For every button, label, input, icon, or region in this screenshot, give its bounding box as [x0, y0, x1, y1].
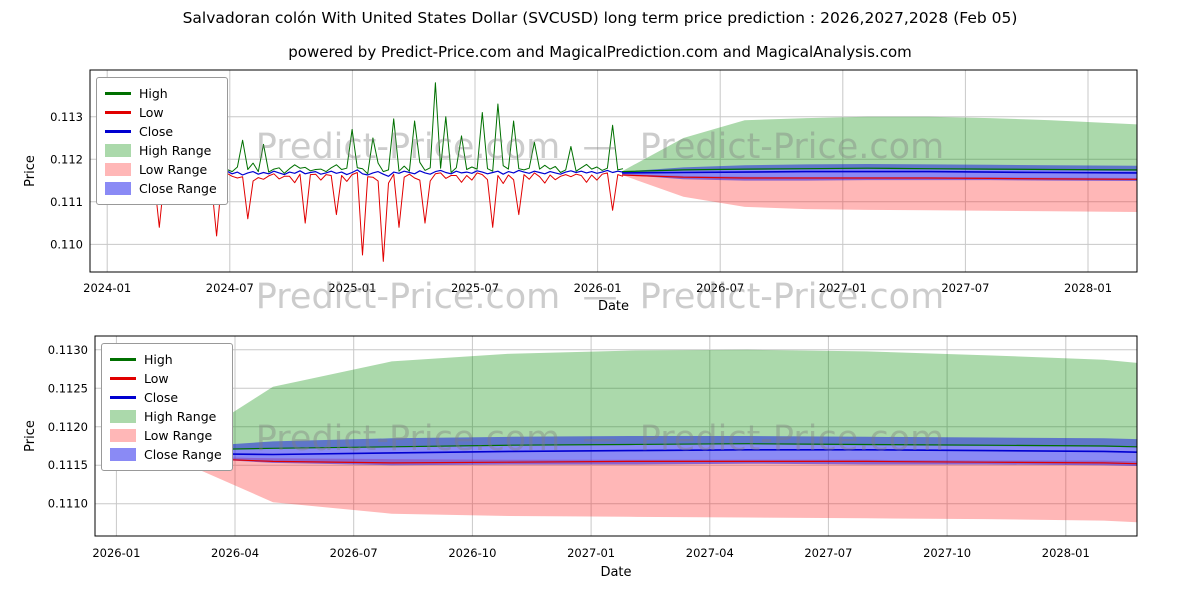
x-tick-label: 2026-10 [448, 546, 496, 560]
legend-patch-swatch [105, 163, 131, 176]
legend-patch-swatch [110, 448, 136, 461]
legend-line-swatch [110, 358, 136, 361]
legend-label: Low [144, 371, 169, 386]
x-tick-label: 2027-01 [567, 546, 615, 560]
y-tick-label: 0.1120 [48, 420, 88, 434]
legend-item-close: Close [110, 388, 222, 407]
legend-line-swatch [105, 130, 131, 133]
y-tick-label: 0.1115 [48, 458, 88, 472]
legend-label: Close [144, 390, 179, 405]
x-tick-label: 2024-01 [83, 281, 131, 295]
legend-label: High Range [139, 143, 212, 158]
legend-label: High [139, 86, 168, 101]
legend-item-low-range: Low Range [105, 160, 217, 179]
y-tick-label: 0.1125 [48, 381, 88, 395]
y-axis-title: Price [23, 155, 38, 187]
band-high-range [154, 349, 1138, 453]
x-tick-label: 2027-10 [923, 546, 971, 560]
legend-label: Close Range [139, 181, 217, 196]
x-tick-label: 2027-04 [686, 546, 734, 560]
legend-label: Close [139, 124, 174, 139]
band-low-range [622, 174, 1137, 212]
legend-label: High Range [144, 409, 217, 424]
chart-subtitle: powered by Predict-Price.com and Magical… [288, 43, 912, 61]
x-tick-label: 2026-04 [211, 546, 259, 560]
legend-line-swatch [105, 92, 131, 95]
legend-item-high: High [110, 350, 222, 369]
y-tick-label: 0.1110 [48, 497, 88, 511]
legend-label: Low Range [144, 428, 213, 443]
legend-patch-swatch [105, 144, 131, 157]
legend-line-swatch [110, 377, 136, 380]
x-tick-label: 2028-01 [1042, 546, 1090, 560]
legend-top: High Low Close High Range Low Range Close Ran… [96, 77, 228, 205]
x-tick-label: 2027-07 [804, 546, 852, 560]
legend-patch-swatch [110, 429, 136, 442]
legend-line-swatch [105, 111, 131, 114]
series-high-forecast- [622, 167, 1138, 173]
series-low-forecast- [622, 174, 1138, 180]
legend-item-close-range: Close Range [110, 445, 222, 464]
chart-title: Salvadoran colón With United States Doll… [182, 9, 1018, 27]
y-axis-title: Price [23, 420, 38, 452]
legend-item-low: Low [105, 103, 217, 122]
x-tick-label: 2025-07 [451, 281, 499, 295]
plot-border [94, 335, 1138, 537]
series-close-forecast- [622, 170, 1138, 174]
legend-patch-swatch [110, 410, 136, 423]
x-tick-label: 2024-07 [206, 281, 254, 295]
legend-patch-swatch [105, 182, 131, 195]
legend-item-high-range: High Range [110, 407, 222, 426]
legend-item-high-range: High Range [105, 141, 217, 160]
y-tick-label: 0.110 [50, 237, 83, 251]
band-high-range [622, 116, 1137, 173]
y-tick-label: 0.112 [50, 152, 83, 166]
plot-border [89, 69, 1138, 273]
y-tick-label: 0.111 [50, 195, 83, 209]
legend-item-close-range: Close Range [105, 179, 217, 198]
legend-item-close: Close [105, 122, 217, 141]
y-tick-label: 0.113 [50, 110, 83, 124]
legend-label: Low [139, 105, 164, 120]
x-tick-label: 2026-07 [696, 281, 744, 295]
x-tick-label: 2026-07 [330, 546, 378, 560]
x-axis-title: Date [598, 299, 629, 314]
legend-item-low-range: Low Range [110, 426, 222, 445]
x-tick-label: 2026-01 [574, 281, 622, 295]
y-tick-label: 0.1130 [48, 343, 88, 357]
legend-label: Low Range [139, 162, 208, 177]
x-tick-label: 2026-01 [92, 546, 140, 560]
legend-item-high: High [105, 84, 217, 103]
x-axis-title: Date [600, 565, 631, 580]
legend-label: Close Range [144, 447, 222, 462]
band-close-range [622, 164, 1137, 181]
legend-label: High [144, 352, 173, 367]
legend-bottom: High Low Close High Range Low Range Close Ran… [101, 343, 233, 471]
band-low-range [154, 455, 1138, 523]
legend-item-low: Low [110, 369, 222, 388]
x-tick-label: 2027-01 [819, 281, 867, 295]
x-tick-label: 2027-07 [941, 281, 989, 295]
legend-line-swatch [110, 396, 136, 399]
x-tick-label: 2025-01 [328, 281, 376, 295]
x-tick-label: 2028-01 [1064, 281, 1112, 295]
